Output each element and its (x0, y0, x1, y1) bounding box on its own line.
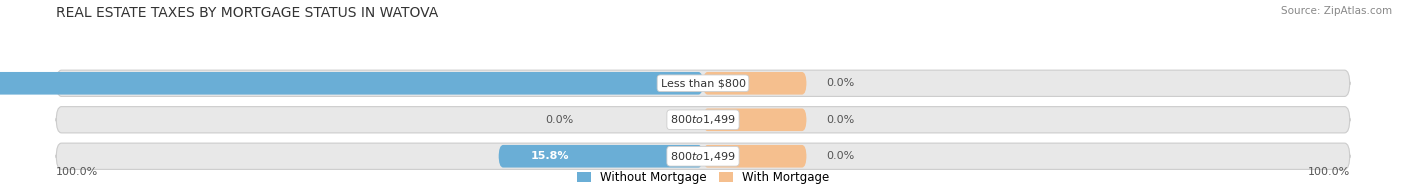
Text: 15.8%: 15.8% (531, 151, 569, 161)
FancyBboxPatch shape (0, 72, 703, 95)
Text: 0.0%: 0.0% (825, 78, 853, 88)
Text: 0.0%: 0.0% (825, 151, 853, 161)
FancyBboxPatch shape (499, 145, 703, 168)
FancyBboxPatch shape (56, 107, 1350, 133)
Text: 0.0%: 0.0% (825, 115, 853, 125)
FancyBboxPatch shape (703, 145, 807, 168)
Text: 100.0%: 100.0% (56, 167, 98, 177)
FancyBboxPatch shape (703, 108, 807, 131)
Legend: Without Mortgage, With Mortgage: Without Mortgage, With Mortgage (572, 167, 834, 189)
FancyBboxPatch shape (703, 72, 807, 95)
Text: 0.0%: 0.0% (546, 115, 574, 125)
Text: REAL ESTATE TAXES BY MORTGAGE STATUS IN WATOVA: REAL ESTATE TAXES BY MORTGAGE STATUS IN … (56, 6, 439, 20)
FancyBboxPatch shape (56, 143, 1350, 169)
FancyBboxPatch shape (56, 70, 1350, 96)
Text: Less than $800: Less than $800 (661, 78, 745, 88)
Text: $800 to $1,499: $800 to $1,499 (671, 113, 735, 126)
Text: 100.0%: 100.0% (1308, 167, 1350, 177)
Text: $800 to $1,499: $800 to $1,499 (671, 150, 735, 163)
Text: Source: ZipAtlas.com: Source: ZipAtlas.com (1281, 6, 1392, 16)
